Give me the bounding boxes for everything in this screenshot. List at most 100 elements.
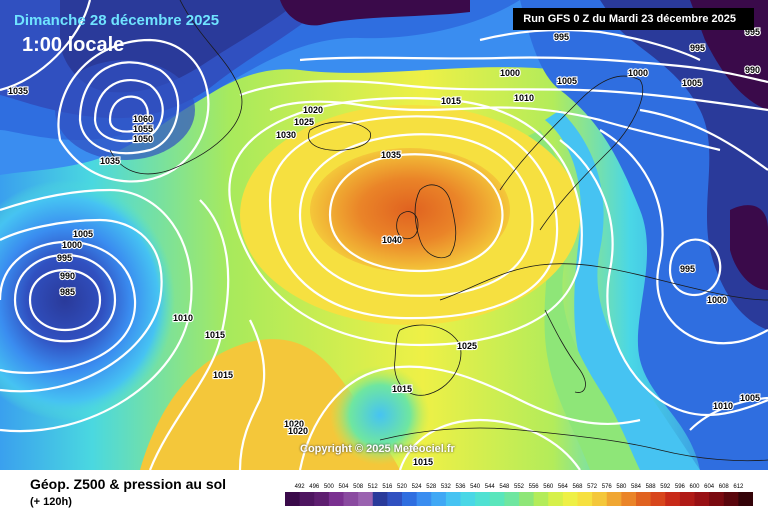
scale-label: 584 xyxy=(631,484,642,490)
scale-label: 512 xyxy=(368,484,379,490)
isobar-label: 995 xyxy=(554,32,569,42)
isobar-label: 1015 xyxy=(213,370,233,380)
isobar-label: 1015 xyxy=(392,384,412,394)
scale-swatch xyxy=(533,492,549,506)
isobar-label: 1015 xyxy=(205,330,225,340)
scale-swatch xyxy=(431,492,447,506)
isobar-label: 1015 xyxy=(413,457,433,467)
parameter-title: Géop. Z500 & pression au sol xyxy=(30,476,227,492)
isobar-label: 995 xyxy=(680,264,695,274)
isobar xyxy=(639,108,768,171)
scale-swatch xyxy=(679,492,696,506)
coastline-italy xyxy=(544,309,586,393)
isobar xyxy=(398,418,581,470)
scale-swatch xyxy=(402,492,418,506)
isobar-label: 995 xyxy=(57,253,72,263)
scale-label: 540 xyxy=(470,484,481,490)
scale-label: 516 xyxy=(382,484,393,490)
forecast-local-time: 1:00 locale xyxy=(22,34,125,56)
isobar-label: 1005 xyxy=(73,229,93,239)
field-south-yellow xyxy=(140,339,400,470)
scale-swatch xyxy=(709,492,725,506)
scale-label: 524 xyxy=(412,484,423,490)
scale-label: 496 xyxy=(309,484,320,490)
isobar-label: 990 xyxy=(60,271,75,281)
color-scale: 492 496 500 504 508 512 516 520 524 528 532 536 540 5… xyxy=(285,484,753,506)
scale-label: 556 xyxy=(529,484,540,490)
scale-label: 604 xyxy=(704,484,715,490)
isobar-label: 1015 xyxy=(441,96,461,106)
scale-swatch xyxy=(723,492,739,506)
scale-swatch xyxy=(606,492,622,506)
isobar xyxy=(28,269,102,331)
isobar-label: 1035 xyxy=(381,150,401,160)
field-east-low-dark xyxy=(730,205,768,290)
field-greenland-core xyxy=(55,60,195,160)
isobar-label: 1060 xyxy=(133,114,153,124)
isobar xyxy=(268,115,559,320)
scale-label: 576 xyxy=(602,484,613,490)
isobar xyxy=(108,95,149,133)
isobar-label: 1035 xyxy=(100,156,120,166)
scale-swatch xyxy=(694,492,710,506)
coastlines xyxy=(109,0,768,462)
scale-label: 544 xyxy=(485,484,496,490)
weather-map: 1035 1060 1055 1050 1035 1005 1000 995 9… xyxy=(0,0,768,470)
coastline-greenland xyxy=(109,0,243,175)
scale-label: 572 xyxy=(587,484,598,490)
scale-label: 580 xyxy=(616,484,627,490)
scale-swatch xyxy=(475,492,491,506)
coastline-iberia xyxy=(394,324,462,396)
scale-swatch xyxy=(665,492,681,506)
isobar xyxy=(0,218,163,393)
scale-swatch xyxy=(650,492,666,506)
scale-label: 532 xyxy=(441,484,452,490)
scale-swatch xyxy=(358,492,374,506)
scale-label: 592 xyxy=(660,484,671,490)
coastline-africa xyxy=(379,427,768,462)
model-run-info: Run GFS 0 Z du Mardi 23 décembre 2025 xyxy=(513,8,754,30)
scale-swatch xyxy=(314,492,330,506)
scale-swatch xyxy=(416,492,432,506)
isobar xyxy=(328,153,504,272)
scale-swatch xyxy=(738,492,753,506)
isobar-label: 1000 xyxy=(500,68,520,78)
scale-label: 548 xyxy=(499,484,510,490)
scale-swatch xyxy=(548,492,564,506)
scale-label: 564 xyxy=(558,484,569,490)
isobar xyxy=(689,396,768,431)
field-high-orange xyxy=(310,148,510,272)
isobar xyxy=(299,56,768,84)
scale-label: 588 xyxy=(646,484,657,490)
isobar-label: 995 xyxy=(690,43,705,53)
isobar-label: 1050 xyxy=(133,134,153,144)
scale-label: 608 xyxy=(719,484,730,490)
isobar-label: 1000 xyxy=(707,295,727,305)
isobar-label: 1040 xyxy=(382,235,402,245)
isobar xyxy=(93,79,164,143)
scale-swatch xyxy=(445,492,462,506)
scale-swatch xyxy=(372,492,388,506)
scale-label: 600 xyxy=(689,484,700,490)
isobar-label: 1020 xyxy=(284,419,304,429)
scale-swatch xyxy=(460,492,476,506)
isobar-label: 1010 xyxy=(713,401,733,411)
isobar xyxy=(148,199,230,470)
scale-label: 500 xyxy=(324,484,335,490)
isobar-label: 1025 xyxy=(457,341,477,351)
scale-label: 596 xyxy=(675,484,686,490)
scale-swatch xyxy=(504,492,520,506)
field-east-cyan xyxy=(545,110,700,470)
scale-label: 508 xyxy=(353,484,364,490)
isobar-label: 1020 xyxy=(288,426,308,436)
scale-swatch xyxy=(387,492,403,506)
coastline-scandinavia xyxy=(499,75,644,231)
scale-label: 492 xyxy=(295,484,306,490)
isobar-label: 1010 xyxy=(514,93,534,103)
isobar-label: 1005 xyxy=(682,78,702,88)
scale-swatch xyxy=(285,492,301,506)
copyright-notice: Copyright © 2025 Meteociel.fr xyxy=(300,443,455,455)
scale-swatch xyxy=(299,492,315,506)
scale-swatch xyxy=(636,492,652,506)
